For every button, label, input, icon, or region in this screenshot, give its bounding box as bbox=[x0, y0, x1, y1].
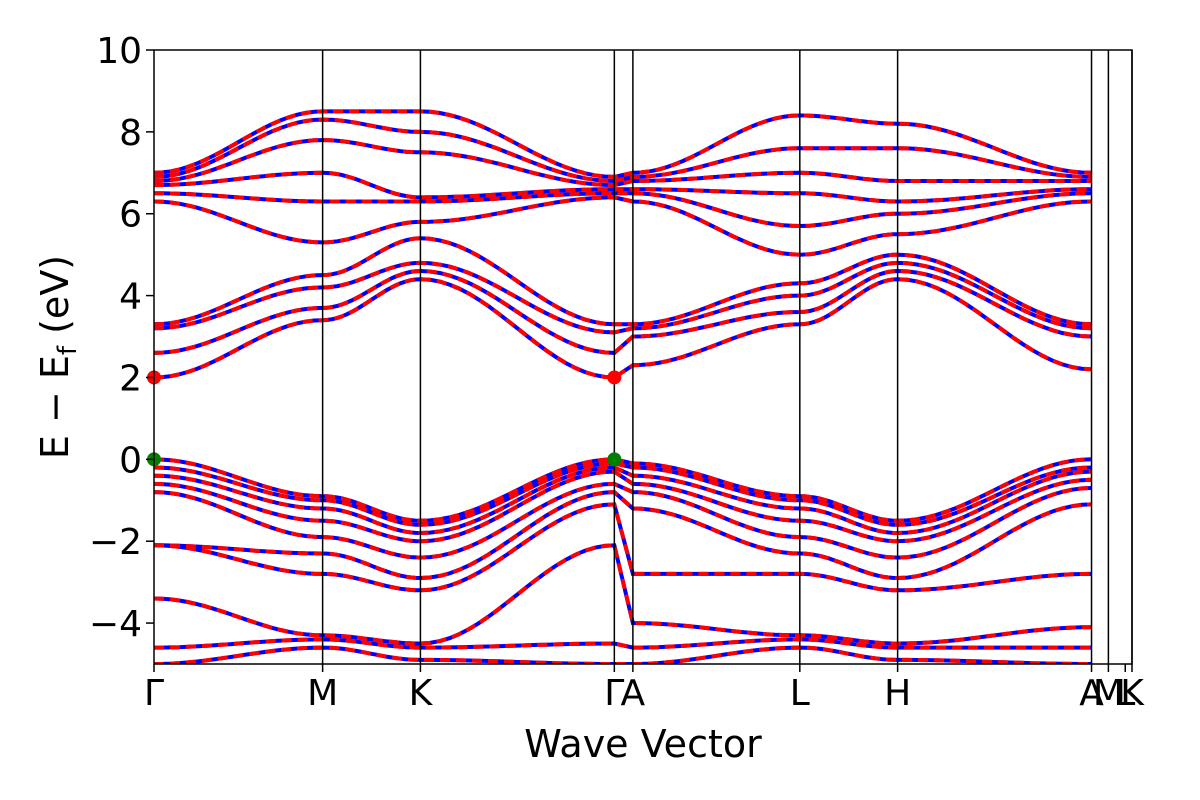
band-spin-down-c7 bbox=[154, 170, 1092, 204]
x-tick-label: H bbox=[884, 673, 911, 714]
band-spin-down-v7 bbox=[154, 502, 1092, 593]
kpoint-lines bbox=[321, 50, 1133, 664]
band-spin-up-c5 bbox=[154, 195, 1092, 257]
x-tick-label: Γ bbox=[144, 673, 164, 714]
y-tick-label: 2 bbox=[119, 358, 142, 399]
y-axis-title-main: E − E bbox=[33, 355, 77, 459]
y-axis-title-unit: (eV) bbox=[33, 255, 77, 346]
band-spin-down-v5 bbox=[154, 481, 1092, 560]
band-spin-down-c9 bbox=[154, 117, 1092, 184]
x-axis-title: Wave Vector bbox=[524, 722, 762, 766]
band-spin-down-v6 bbox=[154, 490, 1092, 581]
y-tick-label: −2 bbox=[89, 522, 142, 563]
y-tick-label: −4 bbox=[89, 604, 142, 645]
band-spin-down-v8 bbox=[154, 543, 1092, 646]
band-spin-down-c4 bbox=[154, 236, 1092, 327]
bands-layer bbox=[154, 109, 1092, 664]
y-axis-title-subscript: f bbox=[53, 345, 83, 355]
plot-frame bbox=[153, 49, 1133, 665]
band-spin-down-v4 bbox=[154, 469, 1092, 544]
band-spin-down-c8 bbox=[154, 138, 1092, 188]
band-spin-down-v1 bbox=[154, 457, 1092, 523]
x-tick-label: K bbox=[1120, 673, 1145, 714]
y-axis-title: E − Ef (eV) bbox=[33, 255, 83, 459]
band-spin-down-v2 bbox=[154, 461, 1092, 527]
band-spin-down-c6 bbox=[154, 191, 1092, 229]
band-spin-up-v10 bbox=[154, 645, 1092, 664]
band-spin-down-c2 bbox=[154, 268, 1092, 355]
band-spin-up-v8 bbox=[154, 543, 1092, 646]
y-tick-label: 6 bbox=[119, 195, 142, 236]
band-spin-down-c3 bbox=[154, 260, 1092, 335]
x-tick-label: A bbox=[621, 673, 646, 714]
band-spin-down-v3 bbox=[154, 465, 1092, 536]
y-axis-ticks: 10 8 6 4 2 0 −2 −4 bbox=[89, 31, 154, 645]
x-tick-label: M bbox=[1093, 673, 1124, 714]
band-spin-down-c10 bbox=[154, 109, 1092, 179]
extrema-markers bbox=[147, 370, 622, 467]
band-spin-down-v9 bbox=[154, 637, 1092, 650]
y-tick-label: 0 bbox=[119, 440, 142, 481]
vbm-marker-1 bbox=[607, 452, 622, 467]
y-tick-label: 10 bbox=[96, 31, 142, 72]
x-tick-label: L bbox=[1115, 673, 1135, 714]
y-tick-label: 4 bbox=[119, 277, 142, 318]
x-tick-label: Γ bbox=[604, 673, 624, 714]
band-spin-down-c1 bbox=[154, 277, 1092, 380]
x-tick-label: K bbox=[409, 673, 434, 714]
y-tick-label: 8 bbox=[119, 113, 142, 154]
cbm-marker-1 bbox=[607, 370, 622, 385]
band-spin-down-c5 bbox=[154, 195, 1092, 257]
x-tick-label: L bbox=[790, 673, 810, 714]
x-tick-label: M bbox=[307, 673, 338, 714]
x-tick-label: A bbox=[1079, 673, 1104, 714]
